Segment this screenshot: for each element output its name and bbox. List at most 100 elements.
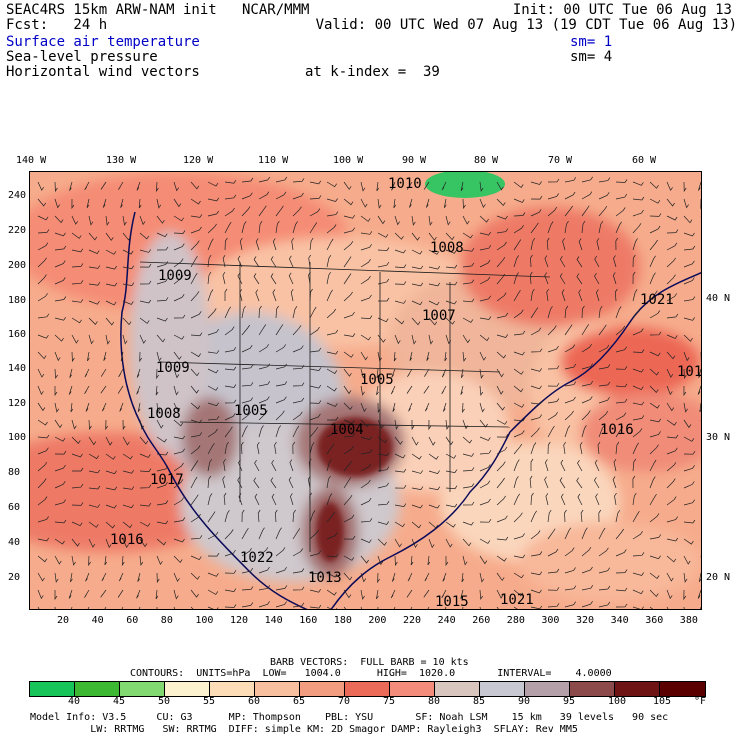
isobar-label: 1007 [422,308,456,324]
wind-barb [253,273,260,285]
wind-barb [156,572,160,584]
wind-barb [360,385,365,396]
wind-barb [598,509,602,523]
wind-barb [377,436,388,444]
colorbar-swatch [615,682,660,696]
wind-barb [666,555,677,563]
wind-barb [136,368,141,378]
wind-barb [683,436,695,442]
wind-barb [411,232,420,241]
wind-barb [292,397,305,404]
temperature-shading [30,172,701,602]
wind-barb [122,300,134,305]
wind-barb [326,238,334,251]
wind-barb [581,425,587,438]
wind-barb [139,249,151,253]
wind-barb [241,206,251,217]
wind-barb [700,437,701,438]
wind-barb [122,215,127,226]
wind-barb [88,555,91,567]
wind-barb [632,254,636,268]
longitude-tick: 60 W [632,155,657,166]
wind-barb [649,494,657,506]
wind-barb [581,380,594,387]
wind-barb [632,209,644,217]
wind-barb [309,492,312,506]
wind-barb [139,538,148,548]
wind-barb [428,486,441,491]
wind-barb [564,425,571,438]
wind-barb [615,426,624,438]
wind-barb [547,509,552,523]
wind-barb [683,232,695,237]
wind-barb [309,604,322,609]
wind-barb [122,436,130,446]
wind-barb [288,272,294,285]
wind-barb [71,280,84,285]
wind-barb [615,510,621,523]
wind-vectors [37,176,701,609]
colorbar-swatch [75,682,120,696]
wind-barb [613,459,617,472]
wind-barb [241,324,250,336]
wind-barb [241,345,253,353]
wind-barb [530,571,543,576]
wind-barb [207,197,220,202]
wind-barb [155,589,159,600]
wind-barb [666,351,676,360]
wind-barb [118,572,124,582]
wind-barb [683,451,696,455]
wind-barb [377,572,380,584]
wind-barb [445,264,458,269]
longitude-tick: 120 W [183,155,214,166]
wind-barb [666,572,674,582]
wind-barb [581,324,589,336]
wind-barb [207,368,219,374]
wind-barb [37,589,44,600]
wind-barb [190,240,200,251]
wind-barb [308,458,312,472]
wind-barb [406,385,413,394]
wind-barb [88,419,92,431]
wind-barb [360,215,371,222]
wind-barb [360,572,367,583]
wind-barb [394,419,399,430]
wind-barb [530,400,543,405]
wind-barb [224,426,233,438]
wind-barb [119,402,124,412]
colorbar-swatch [120,682,165,696]
wind-barb [190,445,201,455]
wind-barb [394,281,407,285]
wind-barb [37,293,48,302]
wind-barb [207,531,219,540]
wind-barb [666,462,677,472]
wind-barb [496,495,506,506]
wind-barb [547,193,559,200]
wind-barb [596,238,600,251]
wind-barb [104,555,108,566]
wind-barb [292,325,302,336]
wind-barb [462,467,475,472]
wind-barb [479,419,488,428]
colorbar-swatch [165,682,210,696]
wind-barb [190,589,199,598]
colorbar-label: 105 [653,696,672,707]
grid-tick-bottom: 20 [57,615,70,626]
wind-barb [377,334,386,343]
wind-barb [173,181,179,192]
wind-barb [411,215,416,226]
wind-barb [71,555,76,566]
wind-barb [424,368,430,377]
grid-tick-bottom: 280 [506,615,525,626]
wind-barb [666,537,679,542]
wind-barb [224,549,236,557]
wind-barb [224,588,237,592]
wind-barb [343,181,352,190]
wind-barb [530,327,542,336]
wind-barb [343,215,355,219]
wind-barb [241,586,254,591]
latitude-tick: 30 N [706,432,731,443]
wind-barb [326,329,339,336]
wind-barb [71,198,75,210]
wind-barb [105,282,118,287]
